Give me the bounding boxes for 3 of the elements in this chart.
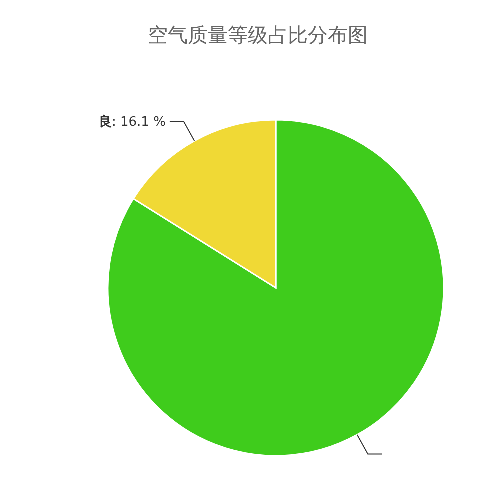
chart-title: 空气质量等级占比分布图: [148, 23, 368, 47]
slice-label: 良: [98, 114, 112, 130]
data-label: : 16.1 %: [112, 114, 166, 130]
